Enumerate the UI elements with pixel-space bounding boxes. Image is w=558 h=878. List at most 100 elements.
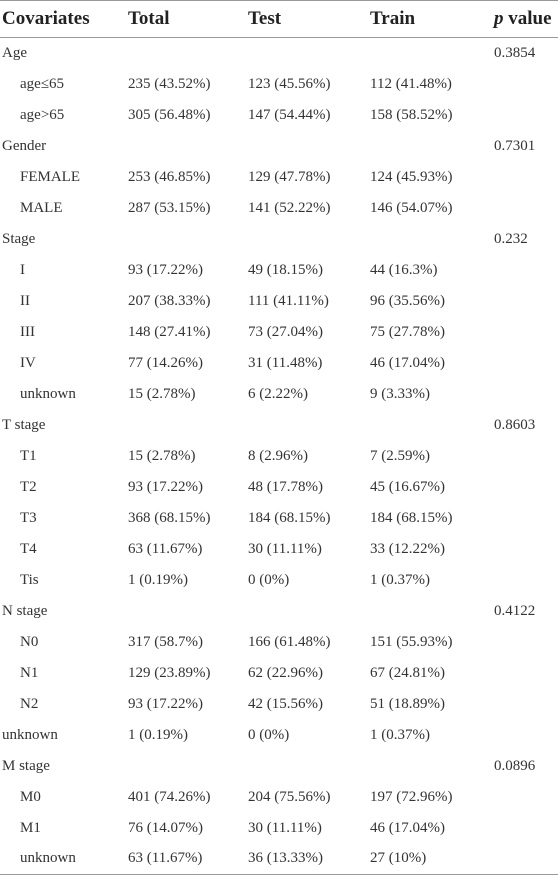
table-row: N0 317 (58.7%) 166 (61.48%) 151 (55.93%) xyxy=(0,627,558,658)
table-row: M1 76 (14.07%) 30 (11.11%) 46 (17.04%) xyxy=(0,813,558,844)
table-cell xyxy=(492,565,558,596)
table-cell xyxy=(368,224,492,255)
table-cell: 46 (17.04%) xyxy=(370,354,445,371)
table-cell: 49 (18.15%) xyxy=(248,261,323,278)
header-cell: Train xyxy=(370,8,416,29)
header-cell: Total xyxy=(128,8,170,29)
header-row: Covariates Total Test Train p value xyxy=(0,0,558,38)
table-cell xyxy=(126,410,246,441)
table-cell: N1 xyxy=(20,664,39,681)
table-cell xyxy=(492,100,558,131)
table-row: I 93 (17.22%) 49 (18.15%) 44 (16.3%) xyxy=(0,255,558,286)
table-cell: 0.7301 xyxy=(494,137,536,154)
table-cell xyxy=(246,751,368,782)
table-row: N1 129 (23.89%) 62 (22.96%) 67 (24.81%) xyxy=(0,658,558,689)
table-cell: 317 (58.7%) xyxy=(128,633,203,650)
table-row: M stage 0.0896 xyxy=(0,751,558,782)
table-row: T3 368 (68.15%) 184 (68.15%) 184 (68.15%) xyxy=(0,503,558,534)
table-cell: 146 (54.07%) xyxy=(370,199,453,216)
table-cell: T1 xyxy=(20,447,37,464)
table-cell: M1 xyxy=(20,819,41,836)
table-cell: 63 (11.67%) xyxy=(128,850,203,867)
table-cell xyxy=(492,379,558,410)
table-cell: 129 (47.78%) xyxy=(248,168,331,185)
table-cell xyxy=(368,131,492,162)
table-row: N2 93 (17.22%) 42 (15.56%) 51 (18.89%) xyxy=(0,689,558,720)
table-row: Stage 0.232 xyxy=(0,224,558,255)
table-cell: 148 (27.41%) xyxy=(128,323,211,340)
table-cell: Age xyxy=(2,44,27,61)
table-cell xyxy=(368,596,492,627)
table-cell: 112 (41.48%) xyxy=(370,75,452,92)
table-cell: unknown xyxy=(20,385,76,402)
table-cell xyxy=(246,38,368,69)
table-row: M0 401 (74.26%) 204 (75.56%) 197 (72.96%) xyxy=(0,782,558,813)
table-cell: 141 (52.22%) xyxy=(248,199,331,216)
table-row: N stage 0.4122 xyxy=(0,596,558,627)
table-cell: 0.3854 xyxy=(494,44,536,61)
table-row: T1 15 (2.78%) 8 (2.96%) 7 (2.59%) xyxy=(0,441,558,472)
table-row: MALE 287 (53.15%) 141 (52.22%) 146 (54.07%) xyxy=(0,193,558,224)
table-row: Age 0.3854 xyxy=(0,38,558,69)
table-cell: 33 (12.22%) xyxy=(370,540,445,557)
table-header: Covariates Total Test Train p value xyxy=(0,0,558,38)
table-cell xyxy=(126,224,246,255)
table-cell: 1 (0.37%) xyxy=(370,726,430,743)
table-cell: 0 (0%) xyxy=(248,726,290,743)
table-cell: 8 (2.96%) xyxy=(248,447,308,464)
table-cell xyxy=(368,38,492,69)
table-cell xyxy=(126,38,246,69)
table-body: Age 0.3854 age≤65 235 (43.52%) 123 (45.56%) 1… xyxy=(0,38,558,875)
table-row: IV 77 (14.26%) 31 (11.48%) 46 (17.04%) xyxy=(0,348,558,379)
table-cell xyxy=(246,596,368,627)
table-cell: N2 xyxy=(20,695,39,712)
table-row: unknown 1 (0.19%) 0 (0%) 1 (0.37%) xyxy=(0,720,558,751)
table-cell xyxy=(246,131,368,162)
table-cell: 76 (14.07%) xyxy=(128,819,203,836)
table-cell: 93 (17.22%) xyxy=(128,478,203,495)
table-cell xyxy=(492,69,558,100)
table-cell: 63 (11.67%) xyxy=(128,540,203,557)
table-cell xyxy=(126,131,246,162)
table-cell: 197 (72.96%) xyxy=(370,788,453,805)
table-cell: 184 (68.15%) xyxy=(248,509,331,526)
table-cell: FEMALE xyxy=(20,168,80,185)
table-cell: 93 (17.22%) xyxy=(128,261,203,278)
table-cell: N stage xyxy=(2,602,48,619)
table-cell: 73 (27.04%) xyxy=(248,323,323,340)
table-cell xyxy=(246,410,368,441)
table-cell: 253 (46.85%) xyxy=(128,168,211,185)
table-cell: 151 (55.93%) xyxy=(370,633,453,650)
table-row: age≤65 235 (43.52%) 123 (45.56%) 112 (41.48… xyxy=(0,69,558,100)
table-cell xyxy=(492,534,558,565)
table-cell: 184 (68.15%) xyxy=(370,509,453,526)
table-cell: 111 (41.11%) xyxy=(248,292,329,309)
table-cell: 36 (13.33%) xyxy=(248,850,323,867)
table-cell: 129 (23.89%) xyxy=(128,664,211,681)
table-cell: T2 xyxy=(20,478,37,495)
table-cell: 207 (38.33%) xyxy=(128,292,211,309)
table-cell xyxy=(492,658,558,689)
table-cell xyxy=(492,255,558,286)
table-row: age>65 305 (56.48%) 147 (54.44%) 158 (58.52… xyxy=(0,100,558,131)
table-cell xyxy=(492,348,558,379)
table-cell: 1 (0.19%) xyxy=(128,726,188,743)
table-cell: MALE xyxy=(20,199,63,216)
table-cell: 15 (2.78%) xyxy=(128,385,196,402)
table-cell: T3 xyxy=(20,509,37,526)
table-cell xyxy=(492,193,558,224)
table-cell: I xyxy=(20,261,25,278)
table-row: T4 63 (11.67%) 30 (11.11%) 33 (12.22%) xyxy=(0,534,558,565)
table-row: unknown 63 (11.67%) 36 (13.33%) 27 (10%) xyxy=(0,844,558,875)
table-cell: 0.8603 xyxy=(494,416,536,433)
table-cell: 7 (2.59%) xyxy=(370,447,430,464)
table-cell xyxy=(492,503,558,534)
table-cell xyxy=(126,596,246,627)
table-cell: 46 (17.04%) xyxy=(370,819,445,836)
table-row: T2 93 (17.22%) 48 (17.78%) 45 (16.67%) xyxy=(0,472,558,503)
table-cell: 147 (54.44%) xyxy=(248,106,331,123)
table-cell: 124 (45.93%) xyxy=(370,168,453,185)
table-cell: 368 (68.15%) xyxy=(128,509,211,526)
header-cell: Covariates xyxy=(2,8,90,29)
